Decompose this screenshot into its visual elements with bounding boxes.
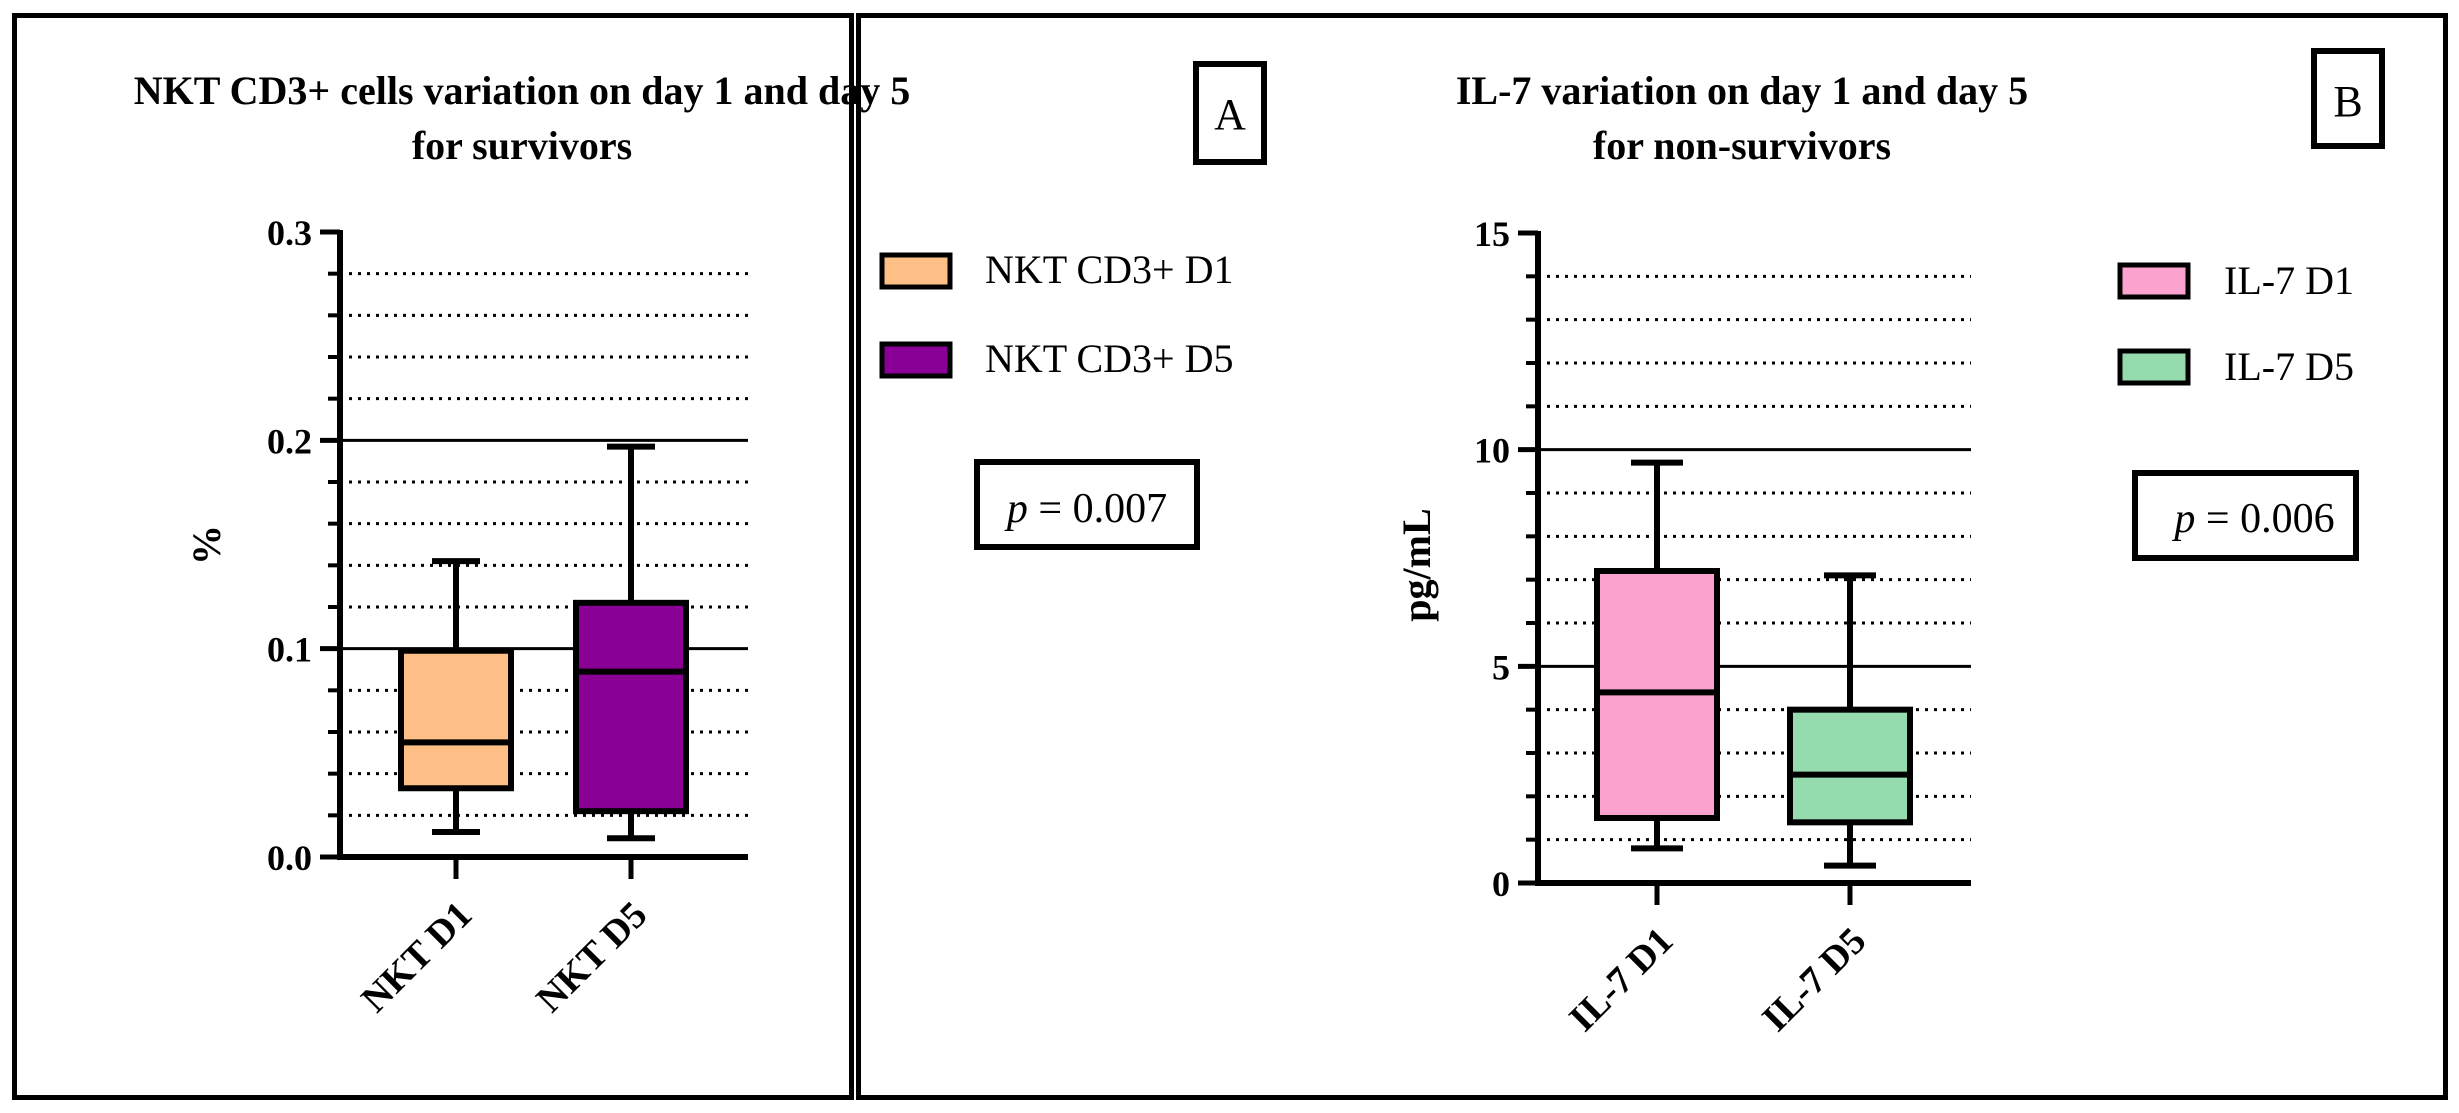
chart-a: NKT CD3+ cells variation on day 1 and da…	[134, 61, 1267, 1021]
p-value-text: p = 0.007	[1004, 486, 1167, 532]
x-category-label: NKT D5	[528, 894, 655, 1021]
legend-swatch	[2117, 262, 2191, 300]
chart-title-line1: NKT CD3+ cells variation on day 1 and da…	[134, 68, 911, 113]
p-value: = 0.007	[1028, 486, 1167, 532]
legend-swatch	[879, 341, 953, 379]
chart-b: IL-7 variation on day 1 and day 5 for non…	[1394, 48, 2385, 1040]
y-tick-label: 0.0	[267, 838, 312, 878]
x-category-label: IL-7 D1	[1561, 920, 1681, 1040]
p-symbol: p	[1004, 486, 1028, 532]
panel-label-text: B	[2333, 77, 2362, 126]
panel-label-text: A	[1214, 90, 1246, 139]
y-tick-label: 0.1	[267, 630, 312, 670]
p-value-text: p = 0.006	[2171, 496, 2334, 542]
legend-swatch	[2117, 348, 2191, 386]
legend-label: NKT CD3+ D1	[985, 247, 1234, 292]
p-value: = 0.006	[2195, 496, 2334, 542]
y-tick-label: 15	[1474, 214, 1510, 254]
panel-label-box	[2311, 48, 2385, 149]
panel-label-box	[1193, 61, 1267, 165]
y-axis-title: pg/mL	[1394, 508, 1439, 621]
y-tick-label: 10	[1474, 431, 1510, 471]
p-symbol: p	[2171, 496, 2195, 542]
p-value-box	[2132, 470, 2359, 561]
legend-label: IL-7 D5	[2224, 344, 2354, 389]
panel-a	[12, 13, 854, 1100]
y-tick-label: 0.2	[267, 421, 312, 461]
chart-title-line2: for survivors	[412, 123, 632, 168]
box-1	[573, 599, 689, 815]
legend-label: NKT CD3+ D5	[985, 336, 1234, 381]
chart-title-line1: IL-7 variation on day 1 and day 5	[1456, 68, 2028, 113]
x-category-label: NKT D1	[353, 894, 480, 1021]
box-1	[1787, 706, 1913, 826]
box-0	[398, 647, 514, 792]
chart-title-line2: for non-survivors	[1593, 123, 1891, 168]
legend-label: IL-7 D1	[2224, 258, 2354, 303]
p-value-box	[974, 459, 1200, 550]
legend-swatch	[879, 252, 953, 290]
y-tick-label: 5	[1492, 647, 1510, 687]
y-tick-label: 0.3	[267, 213, 312, 253]
x-category-label: IL-7 D5	[1754, 920, 1874, 1040]
y-axis-title: %	[184, 525, 229, 565]
y-tick-label: 0	[1492, 864, 1510, 904]
